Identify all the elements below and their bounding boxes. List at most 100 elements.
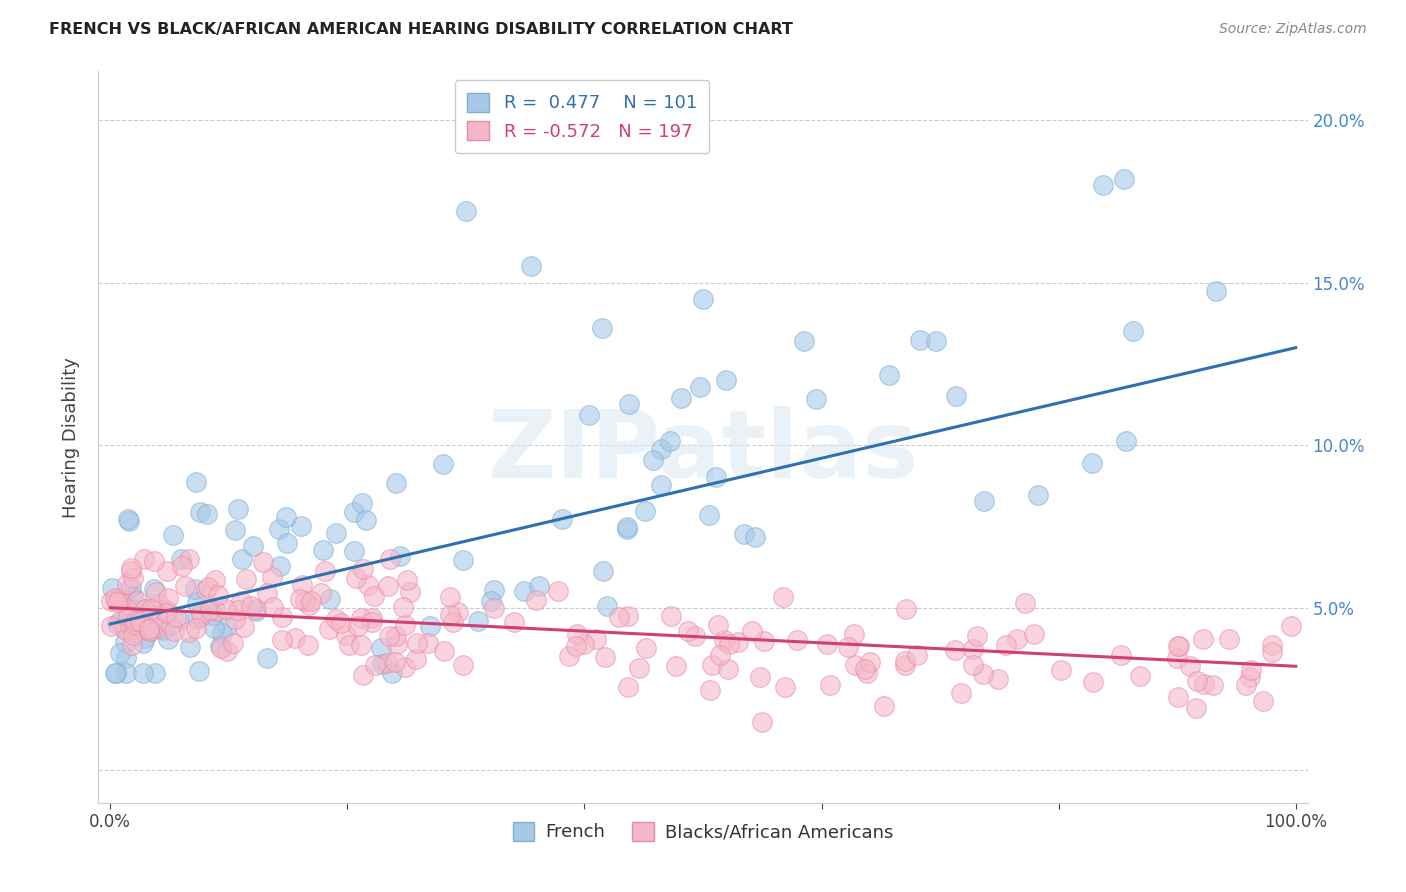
Point — [1185, 674, 1208, 689]
Point — [270, 609, 292, 624]
Y-axis label: Hearing Disability: Hearing Disability — [62, 357, 80, 517]
Point — [520, 260, 543, 274]
Point — [371, 657, 394, 671]
Point — [439, 607, 461, 622]
Point — [363, 658, 385, 673]
Point — [634, 640, 657, 655]
Point — [231, 552, 253, 566]
Point — [1240, 663, 1263, 677]
Point — [347, 619, 370, 633]
Point — [910, 334, 932, 348]
Point — [194, 582, 217, 597]
Point — [233, 619, 256, 633]
Point — [228, 603, 250, 617]
Point — [260, 570, 283, 584]
Point — [138, 624, 160, 639]
Point — [572, 638, 595, 652]
Point — [454, 204, 477, 219]
Point — [337, 638, 360, 652]
Point — [128, 614, 150, 628]
Point — [204, 573, 226, 587]
Point — [217, 644, 239, 658]
Point — [856, 666, 879, 681]
Point — [145, 585, 167, 599]
Point — [526, 592, 548, 607]
Point — [717, 637, 740, 651]
Point — [122, 628, 145, 642]
Point — [107, 595, 129, 609]
Point — [294, 594, 316, 608]
Point — [363, 589, 385, 603]
Point — [177, 624, 200, 639]
Point — [188, 664, 211, 678]
Point — [451, 553, 474, 567]
Point — [170, 552, 193, 566]
Text: FRENCH VS BLACK/AFRICAN AMERICAN HEARING DISABILITY CORRELATION CHART: FRENCH VS BLACK/AFRICAN AMERICAN HEARING… — [49, 22, 793, 37]
Point — [1202, 678, 1225, 692]
Point — [962, 642, 984, 657]
Point — [118, 515, 141, 529]
Point — [405, 651, 427, 665]
Point — [1024, 627, 1046, 641]
Point — [344, 570, 367, 584]
Point — [354, 513, 377, 527]
Point — [101, 581, 124, 595]
Point — [1166, 651, 1188, 665]
Point — [1109, 648, 1132, 662]
Point — [1191, 632, 1213, 646]
Point — [482, 583, 505, 598]
Point — [987, 672, 1010, 686]
Point — [406, 635, 429, 649]
Point — [1005, 632, 1028, 646]
Point — [215, 620, 238, 634]
Point — [692, 292, 714, 306]
Point — [205, 604, 228, 618]
Point — [844, 627, 866, 641]
Point — [949, 686, 972, 700]
Point — [299, 594, 322, 608]
Point — [177, 552, 200, 566]
Point — [432, 457, 454, 471]
Point — [1185, 701, 1208, 715]
Point — [121, 571, 143, 585]
Point — [224, 523, 246, 537]
Point — [384, 475, 406, 490]
Point — [616, 520, 638, 534]
Point — [104, 591, 127, 605]
Point — [141, 601, 163, 615]
Point — [707, 617, 730, 632]
Point — [167, 613, 190, 627]
Point — [678, 624, 700, 638]
Point — [155, 607, 177, 621]
Point — [394, 617, 416, 632]
Point — [325, 526, 347, 541]
Point — [207, 588, 229, 602]
Point — [184, 582, 207, 596]
Point — [224, 612, 246, 626]
Point — [226, 502, 249, 516]
Point — [208, 639, 231, 653]
Point — [352, 496, 374, 510]
Point — [134, 602, 156, 616]
Point — [966, 629, 988, 643]
Point — [350, 638, 373, 652]
Point — [578, 408, 600, 422]
Point — [381, 665, 404, 680]
Point — [179, 640, 201, 654]
Point — [513, 583, 536, 598]
Point — [375, 656, 398, 670]
Point — [269, 522, 291, 536]
Point — [658, 434, 681, 449]
Point — [360, 610, 382, 624]
Point — [132, 665, 155, 680]
Point — [252, 555, 274, 569]
Point — [894, 601, 917, 615]
Point — [335, 628, 357, 642]
Point — [592, 564, 614, 578]
Text: ZIPatlas: ZIPatlas — [488, 406, 918, 498]
Point — [773, 680, 796, 694]
Point — [132, 606, 155, 620]
Point — [1251, 693, 1274, 707]
Point — [815, 637, 838, 651]
Point — [1178, 659, 1201, 673]
